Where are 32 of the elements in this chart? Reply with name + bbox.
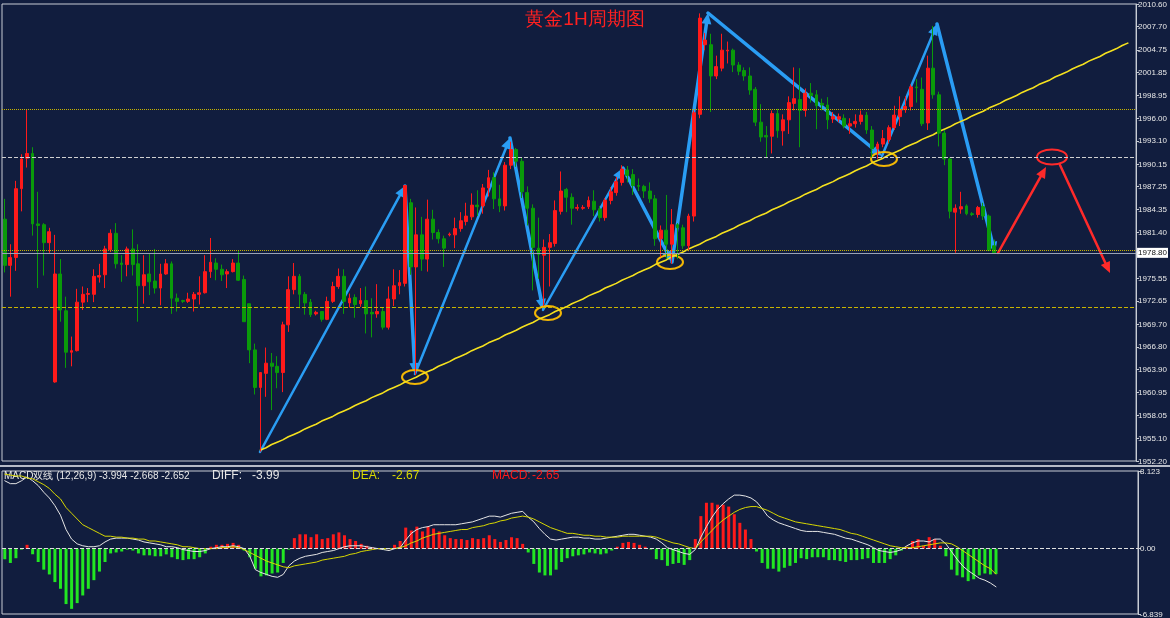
ref-line-label: 1978.80 [1138,248,1168,258]
y-tick-label: 1969.70 [1138,319,1168,329]
annotation: MACD双线 (12,26,9) -3.994 -2.668 -2.652 [4,469,191,481]
y-tick-label: 1975.55 [1138,273,1168,283]
text: MACD: [492,468,531,482]
y-tick-label: 1960.95 [1138,388,1168,398]
y-tick-label: 1966.80 [1138,342,1168,352]
y-tick-label: 1958.05 [1138,410,1168,420]
text: DEA: [352,468,381,482]
y-tick-label: 1984.35 [1138,204,1168,214]
y-tick-label: 8.123 [1140,466,1161,476]
y-tick-label: 1952.20 [1138,456,1168,466]
y-tick-label: 1981.40 [1138,228,1168,237]
text: DIFF: [212,468,242,482]
y-tick-label: 1972.65 [1138,296,1168,306]
y-tick-label: 1993.10 [1138,136,1168,146]
y-tick-label: 2004.75 [1138,45,1168,55]
y-tick-label: 2001.85 [1138,67,1168,77]
y-tick-label: 2007.70 [1138,22,1168,32]
y-tick-label: 1998.95 [1138,90,1168,100]
y-tick-label: 1996.00 [1138,113,1168,123]
y-tick-label: 1963.90 [1138,364,1168,374]
y-tick-label: 1955.10 [1138,433,1168,443]
annotation: -3.99 [252,468,280,482]
y-tick-label: 1990.15 [1138,159,1168,169]
chart-title: 黄金1H周期图 [525,8,645,29]
y-tick-label: 2010.60 [1138,0,1168,9]
y-tick-label: 1987.25 [1138,182,1168,192]
annotation: -2.67 [392,468,420,482]
y-tick-label: 0.00 [1140,544,1157,554]
y-tick-label: -6.839 [1140,609,1164,618]
annotation: -2.65 [532,468,560,482]
